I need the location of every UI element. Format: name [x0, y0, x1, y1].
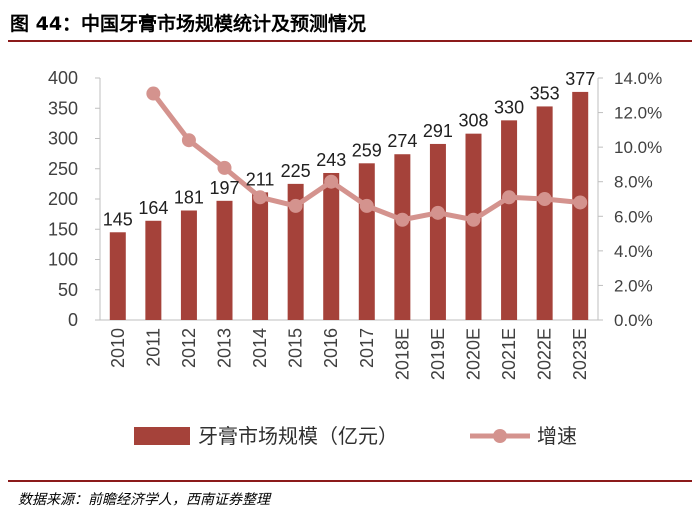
growth-point	[217, 160, 232, 175]
growth-point	[146, 86, 161, 101]
bar-value-label: 211	[246, 169, 275, 189]
bar-value-label: 330	[494, 97, 524, 117]
bar	[109, 232, 126, 320]
bar-value-label: 308	[458, 111, 488, 131]
bar	[216, 200, 233, 320]
growth-point	[573, 195, 588, 210]
growth-point	[181, 133, 196, 148]
x-tick-label: 2013	[215, 328, 235, 368]
y2-tick-label: 2.0%	[614, 276, 653, 295]
growth-point	[324, 174, 339, 189]
y-tick-label: 100	[48, 250, 78, 270]
bar-value-label: 181	[174, 187, 204, 207]
y-tick-label: 250	[48, 159, 78, 179]
bar-value-label: 377	[565, 69, 595, 89]
bar	[536, 106, 553, 320]
bar	[287, 183, 304, 320]
legend-line-marker	[493, 429, 507, 443]
y2-tick-label: 4.0%	[614, 242, 653, 261]
bar-value-label: 197	[209, 178, 239, 198]
x-tick-label: 2010	[108, 328, 128, 368]
x-tick-label: 2017	[357, 328, 377, 368]
x-tick-label: 2015	[286, 328, 306, 368]
y2-tick-label: 14.0%	[614, 69, 662, 88]
x-tick-label: 2016	[321, 328, 341, 368]
x-tick-label: 2023E	[570, 328, 590, 380]
x-tick-label: 2021E	[499, 328, 519, 380]
bar-value-label: 225	[281, 161, 311, 181]
bar-value-label: 353	[530, 83, 560, 103]
x-tick-label: 2011	[143, 328, 163, 367]
legend-bar-swatch	[134, 427, 190, 445]
bar-value-label: 243	[316, 150, 346, 170]
figure-title: 图 44：中国牙膏市场规模统计及预测情况	[10, 13, 367, 35]
bar	[180, 210, 197, 320]
bar	[465, 133, 482, 320]
bar-value-label: 259	[352, 140, 382, 160]
bar	[429, 143, 446, 320]
growth-point	[359, 198, 374, 213]
growth-point	[466, 212, 481, 227]
y2-tick-label: 0.0%	[614, 311, 653, 330]
legend-line-label: 增速	[537, 424, 577, 448]
footer-divider	[8, 480, 692, 482]
bar-value-label: 145	[103, 209, 133, 229]
bar	[501, 120, 518, 320]
growth-point	[288, 198, 303, 213]
growth-point	[502, 190, 517, 205]
growth-point	[395, 212, 410, 227]
y-tick-label: 300	[48, 129, 78, 149]
title-divider	[8, 40, 692, 42]
y-tick-label: 200	[48, 189, 78, 209]
source-note: 数据来源：前瞻经济学人，西南证券整理	[18, 492, 270, 508]
bar-value-label: 274	[387, 131, 417, 151]
x-tick-label: 2020E	[464, 328, 484, 380]
x-tick-label: 2018E	[392, 328, 412, 380]
y-tick-label: 350	[48, 98, 78, 118]
x-tick-label: 2014	[250, 328, 270, 368]
growth-point	[537, 192, 552, 206]
y-tick-label: 50	[58, 280, 78, 300]
y-tick-label: 400	[48, 68, 78, 88]
bar	[394, 154, 411, 320]
bar	[323, 172, 340, 320]
y-tick-label: 0	[68, 310, 78, 330]
x-tick-label: 2012	[179, 328, 199, 368]
legend-bar-label: 牙膏市场规模（亿元）	[198, 424, 398, 448]
y2-tick-label: 6.0%	[614, 207, 653, 226]
bar-value-label: 164	[138, 198, 168, 218]
bar	[252, 192, 269, 320]
growth-point	[253, 190, 268, 205]
y2-tick-label: 8.0%	[614, 173, 653, 192]
y2-tick-label: 12.0%	[614, 104, 662, 123]
figure-title-bar: 图 44：中国牙膏市场规模统计及预测情况	[0, 0, 700, 40]
growth-point	[430, 205, 445, 220]
y2-tick-label: 10.0%	[614, 138, 662, 157]
x-tick-label: 2022E	[535, 328, 555, 380]
y-tick-label: 150	[48, 219, 78, 239]
chart-area: 0 50 100 150 200 250 300 350 400 0.0% 2.0% 4.0% 6.0%…	[48, 68, 662, 448]
bar	[358, 163, 375, 320]
x-tick-label: 2019E	[428, 328, 448, 380]
bar-value-label: 291	[423, 121, 453, 141]
bar	[145, 220, 162, 320]
